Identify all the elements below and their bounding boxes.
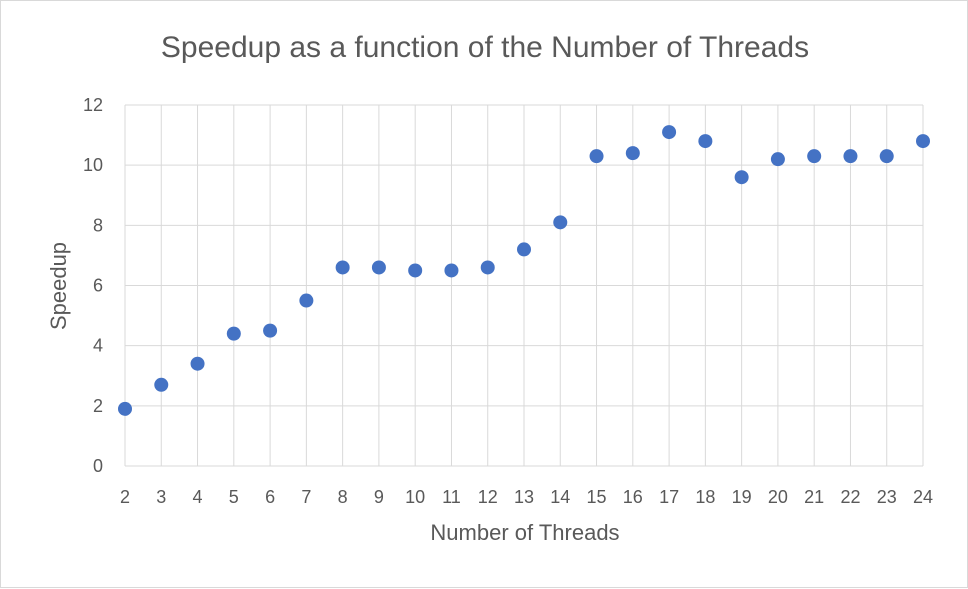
data-point — [589, 149, 604, 164]
x-tick-label: 11 — [442, 487, 461, 507]
x-tick-label: 2 — [120, 487, 130, 507]
x-tick-label: 24 — [913, 487, 933, 507]
y-tick-label: 12 — [83, 95, 103, 115]
data-point — [625, 146, 640, 161]
data-point — [553, 215, 568, 230]
data-point — [226, 326, 241, 341]
data-point — [662, 125, 677, 140]
y-tick-label: 10 — [83, 155, 103, 175]
data-point — [299, 293, 314, 308]
data-point — [879, 149, 894, 164]
x-tick-label: 16 — [623, 487, 643, 507]
data-point — [118, 401, 132, 416]
data-point — [807, 149, 822, 164]
x-tick-label: 7 — [301, 487, 311, 507]
data-point — [916, 134, 930, 149]
data-point — [444, 263, 459, 278]
y-axis-label: Speedup — [46, 241, 71, 331]
x-tick-label: 6 — [265, 487, 275, 507]
data-point — [843, 149, 858, 164]
data-point — [263, 323, 278, 338]
data-point — [770, 152, 785, 167]
data-point — [371, 260, 386, 275]
data-point — [335, 260, 350, 275]
y-tick-label: 8 — [93, 215, 103, 235]
data-point — [734, 170, 749, 185]
x-tick-label: 3 — [156, 487, 166, 507]
x-tick-label: 18 — [695, 487, 715, 507]
y-tick-label: 4 — [93, 336, 103, 356]
x-tick-label: 21 — [804, 487, 824, 507]
x-tick-label: 23 — [877, 487, 897, 507]
x-tick-label: 13 — [514, 487, 534, 507]
x-tick-label: 12 — [478, 487, 498, 507]
x-tick-label: 10 — [405, 487, 425, 507]
data-point — [698, 134, 713, 149]
y-tick-label: 0 — [93, 456, 103, 476]
x-tick-label: 5 — [229, 487, 239, 507]
x-tick-label: 17 — [659, 487, 679, 507]
chart-title: Speedup as a function of the Number of T… — [160, 31, 810, 64]
x-tick-label: 22 — [840, 487, 860, 507]
x-tick-label: 20 — [768, 487, 788, 507]
x-axis-label: Number of Threads — [430, 520, 620, 545]
y-tick-label: 6 — [93, 276, 103, 296]
x-tick-label: 4 — [193, 487, 203, 507]
data-point — [480, 260, 495, 275]
x-tick-label: 9 — [374, 487, 384, 507]
x-tick-label: 8 — [338, 487, 348, 507]
data-point — [190, 356, 205, 371]
x-tick-label: 14 — [550, 487, 570, 507]
y-tick-label: 2 — [93, 396, 103, 416]
x-tick-label: 15 — [587, 487, 607, 507]
data-point — [408, 263, 423, 278]
x-tick-label: 19 — [732, 487, 752, 507]
data-point — [517, 242, 531, 257]
data-point — [154, 377, 169, 392]
